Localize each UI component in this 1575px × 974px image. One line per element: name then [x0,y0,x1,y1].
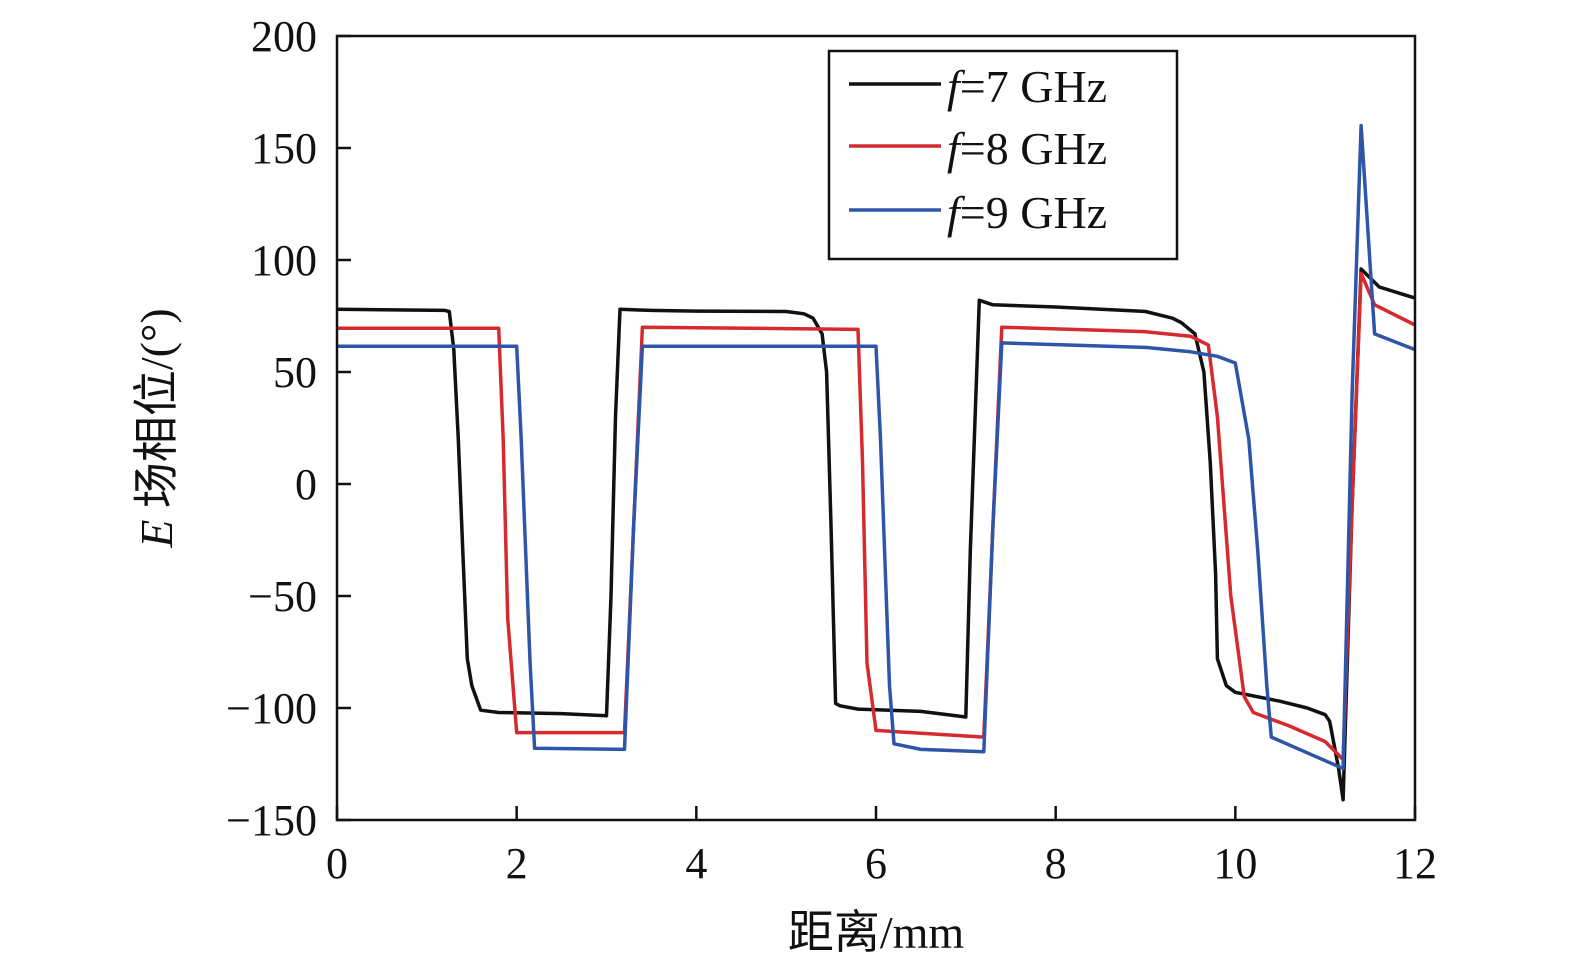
legend: f=7 GHz f=8 GHz f=9 GHz [827,49,1179,261]
y-axis-label-text: 场相位/(°) [131,308,182,519]
y-axis-label: E 场相位/(°) [131,308,182,548]
y-tick-label: 150 [251,124,317,173]
x-axis-label: 距离/mm [788,907,965,958]
legend-entry-9ghz: f=9 GHz [849,187,1107,238]
x-tick-label: 6 [865,839,887,888]
x-tick-label: 4 [685,839,707,888]
legend-entry-8ghz: f=8 GHz [849,123,1107,174]
x-tick-label: 0 [326,839,348,888]
y-tick-label: −150 [226,796,317,845]
legend-label-9ghz: f=9 GHz [947,187,1107,238]
y-tick-label: 100 [251,236,317,285]
y-tick-label: 50 [273,348,317,397]
legend-label-8ghz: f=8 GHz [947,123,1107,174]
y-axis-label-symbol: E [131,520,182,549]
legend-entry-7ghz: f=7 GHz [849,61,1107,112]
y-tick-label: −100 [226,684,317,733]
y-tick-label: 0 [295,460,317,509]
legend-label-7ghz: f=7 GHz [947,61,1107,112]
series-layer [336,123,1416,802]
series-line-8ghz [337,271,1416,762]
x-tick-label: 12 [1393,839,1437,888]
y-tick-label: 200 [251,12,317,61]
ticks-layer: 0 2 4 6 8 10 12 −150 −100 −50 0 50 100 150 200 [226,12,1437,888]
series-line-7ghz [336,267,1416,802]
x-tick-label: 10 [1213,839,1257,888]
x-tick-label: 8 [1045,839,1067,888]
y-tick-label: −50 [248,572,317,621]
x-tick-label: 2 [506,839,528,888]
series-line-9ghz [337,123,1416,771]
